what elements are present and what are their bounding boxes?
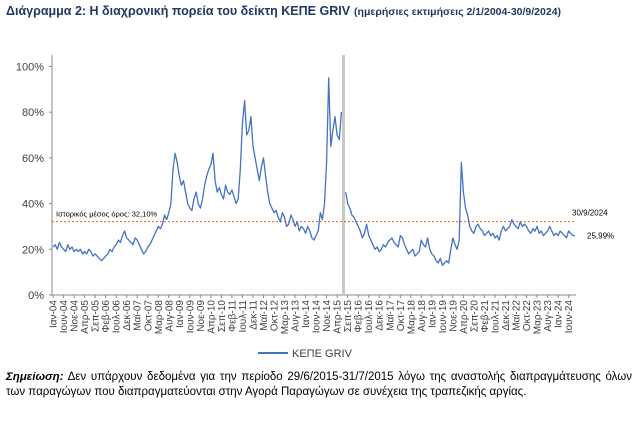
x-tick-label: Ιουλ-06: [112, 300, 123, 334]
x-tick-label: Οκτ-22: [522, 300, 533, 332]
x-tick-label: Ιαν-09: [175, 300, 186, 328]
x-tick-label: Ιουν-14: [312, 300, 323, 334]
x-tick-label: Απρ-10: [206, 300, 217, 334]
x-tick-label: Μαϊ-12: [259, 300, 270, 331]
x-tick-label: Ιουλ-11: [238, 300, 249, 333]
x-tick-label: Μαϊ-07: [133, 300, 144, 331]
chart: Διάγραμμα 2: Η διαχρονική πορεία του δεί…: [6, 4, 614, 360]
reference-label: Ιστορικός μέσος όρος: 32,10%: [56, 210, 158, 219]
x-tick-label: Ιουν-09: [185, 300, 196, 334]
y-tick-label: 80%: [22, 107, 44, 119]
x-tick-label: Δεκ-21: [501, 300, 512, 331]
end-date-label: 30/9/2024: [572, 209, 608, 218]
x-tick-label: Οκτ-07: [143, 300, 154, 332]
x-tick-label: Ιαν-04: [49, 300, 60, 328]
x-tick-label: Μαρ-08: [154, 300, 165, 335]
x-tick-label: Οκτ-17: [396, 300, 407, 332]
note-label: Σημείωση:: [6, 371, 64, 383]
x-tick-label: Φεβ-06: [101, 300, 112, 333]
x-tick-label: Ιαν-14: [301, 300, 312, 328]
x-tick-label: Ιουν-19: [438, 300, 449, 334]
y-tick-label: 60%: [22, 153, 44, 165]
x-tick-label: Αυγ-18: [417, 300, 428, 332]
x-tick-label: Μαϊ-17: [385, 300, 396, 331]
y-tick-label: 0%: [28, 290, 44, 302]
x-tick-label: Νοε-09: [196, 300, 207, 332]
x-tick-label: Μαρ-13: [280, 300, 291, 335]
x-tick-label: Απρ-05: [80, 300, 91, 334]
x-tick-label: Σεπ-10: [217, 300, 228, 332]
y-tick-label: 20%: [22, 244, 44, 256]
y-tick-label: 100%: [16, 61, 44, 73]
x-tick-label: Απρ-15: [333, 300, 344, 334]
legend-label: ΚΕΠΕ GRIV: [292, 348, 353, 360]
x-tick-label: Αυγ-13: [291, 300, 302, 332]
title: Διάγραμμα 2: Η διαχρονική πορεία του δεί…: [6, 4, 351, 18]
x-tick-label: Νοε-14: [322, 300, 333, 332]
end-value-label: 25,99%: [587, 232, 614, 241]
x-tick-label: Νοε-19: [448, 300, 459, 332]
x-tick-label: Σεπ-05: [91, 300, 102, 332]
x-tick-label: Δεκ-16: [375, 300, 386, 331]
x-tick-label: Μαρ-23: [533, 300, 544, 335]
x-tick-label: Δεκ-06: [122, 300, 133, 331]
note: Σημείωση: Δεν υπάρχουν δεδομένα για την …: [6, 370, 632, 400]
x-tick-label: Ιουν-04: [59, 300, 70, 334]
x-tick-label: Νοε-04: [70, 300, 81, 332]
x-tick-label: Οκτ-12: [270, 300, 281, 332]
x-tick-label: Μαϊ-22: [512, 300, 523, 331]
x-tick-label: Σεπ-20: [469, 300, 480, 332]
x-tick-label: Φεβ-16: [354, 300, 365, 333]
chart-title: Διάγραμμα 2: Η διαχρονική πορεία του δεί…: [6, 4, 561, 18]
x-tick-label: Αυγ-08: [164, 300, 175, 332]
x-tick-label: Φεβ-21: [480, 300, 491, 333]
x-tick-label: Δεκ-11: [248, 300, 259, 330]
note-text: Δεν υπάρχουν δεδομένα για την περίοδο 29…: [6, 371, 632, 398]
data-line: [52, 77, 575, 266]
x-tick-label: Αυγ-23: [543, 300, 554, 332]
y-tick-label: 40%: [22, 199, 44, 211]
x-tick-label: Ιαν-19: [427, 300, 438, 328]
x-tick-label: Μαρ-18: [406, 300, 417, 335]
x-tick-label: Φεβ-11: [227, 300, 238, 332]
x-tick-label: Ιουν-24: [564, 300, 575, 334]
x-tick-label: Ιουλ-16: [364, 300, 375, 334]
x-tick-label: Σεπ-15: [343, 300, 354, 332]
x-tick-label: Ιουλ-21: [490, 300, 501, 334]
data-gap: [341, 55, 345, 295]
x-tick-label: Απρ-20: [459, 300, 470, 334]
subtitle: (ημερήσιες εκτιμήσεις 2/1/2004-30/9/2024…: [354, 6, 561, 18]
x-tick-label: Ιαν-24: [554, 300, 565, 328]
